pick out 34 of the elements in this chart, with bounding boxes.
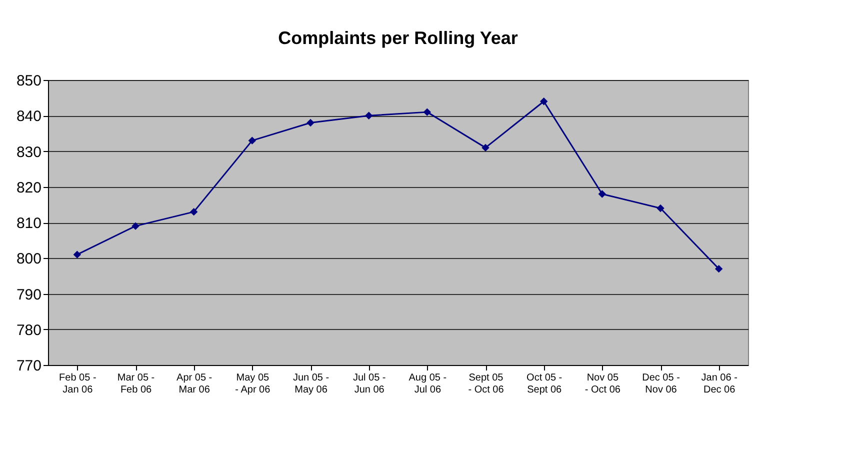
point — [364, 112, 373, 120]
point — [190, 208, 198, 216]
y-tick-label: 810 — [16, 215, 42, 232]
y-tick-label: 780 — [16, 322, 42, 339]
y-tick-label: 820 — [16, 179, 42, 196]
point — [656, 204, 664, 212]
x-tick-label: Apr 05 - Mar 06 — [176, 372, 212, 396]
x-tick-label: Sept 05 - Oct 06 — [468, 372, 504, 396]
x-tick-label: May 05 - Apr 06 — [235, 372, 271, 396]
x-tick-label: Feb 05 - Jan 06 — [59, 372, 96, 396]
point — [482, 144, 490, 152]
x-tick-label: Jul 05 - Jun 06 — [352, 372, 386, 396]
y-tick-label: 790 — [16, 286, 42, 304]
point — [132, 222, 140, 230]
point — [423, 108, 432, 116]
y-tick-label: 850 — [16, 72, 42, 90]
x-tick-label: Jan 06 - Dec 06 — [701, 372, 738, 396]
y-tick-label: 800 — [16, 250, 42, 268]
x-tick-label: Jun 05 - May 06 — [292, 372, 330, 396]
y-tick-label: 830 — [16, 144, 42, 161]
point — [540, 98, 548, 106]
y-tick-label: 770 — [16, 358, 42, 374]
point — [598, 190, 606, 198]
x-tick-label: Oct 05 - Sept 06 — [526, 372, 562, 396]
x-tick-label: Nov 05 - Oct 06 — [584, 372, 621, 396]
point — [73, 250, 82, 258]
y-tick-label: 840 — [16, 108, 42, 126]
x-tick-label: Mar 05 - Feb 06 — [117, 372, 155, 396]
point — [306, 118, 314, 127]
x-tick-label: Dec 05 - Nov 06 — [642, 372, 680, 396]
point — [714, 264, 723, 273]
chart-title: Complaints per Rolling Year — [278, 28, 518, 48]
x-tick-label: Aug 05 - Jul 06 — [408, 372, 447, 396]
point — [248, 136, 256, 144]
